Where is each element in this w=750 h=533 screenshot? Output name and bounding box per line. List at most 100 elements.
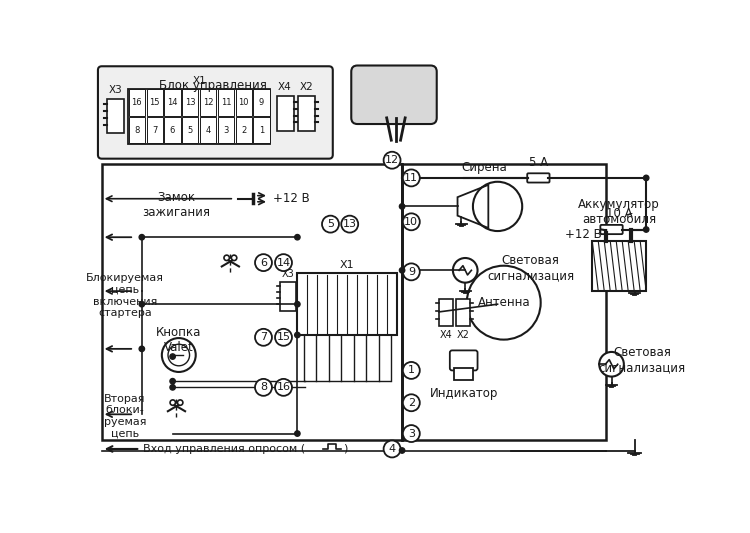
Bar <box>182 117 199 143</box>
Circle shape <box>255 329 272 346</box>
Circle shape <box>453 258 478 282</box>
Bar <box>236 117 252 143</box>
Text: +12 В: +12 В <box>565 229 602 241</box>
Circle shape <box>140 346 145 352</box>
Circle shape <box>403 394 420 411</box>
Circle shape <box>275 329 292 346</box>
Text: X1: X1 <box>192 76 206 86</box>
Text: 10: 10 <box>238 98 249 107</box>
FancyBboxPatch shape <box>351 66 436 124</box>
Circle shape <box>400 204 405 209</box>
Text: 5: 5 <box>188 126 193 135</box>
Bar <box>236 90 252 116</box>
Bar <box>164 90 181 116</box>
Text: X1: X1 <box>340 260 355 270</box>
Circle shape <box>140 235 145 240</box>
Bar <box>454 368 473 379</box>
Circle shape <box>403 362 420 379</box>
Text: 16: 16 <box>131 98 142 107</box>
Text: 11: 11 <box>220 98 231 107</box>
Text: 13: 13 <box>185 98 196 107</box>
Bar <box>129 90 145 116</box>
FancyBboxPatch shape <box>600 225 622 234</box>
FancyBboxPatch shape <box>98 66 333 159</box>
Text: 9: 9 <box>259 98 264 107</box>
Circle shape <box>644 227 649 232</box>
Text: 9: 9 <box>408 267 415 277</box>
Text: Блокируемая
цепь
включения
стартера: Блокируемая цепь включения стартера <box>86 273 164 318</box>
Text: Кнопка
Valet: Кнопка Valet <box>156 326 202 354</box>
Text: 6: 6 <box>260 257 267 268</box>
Text: 5: 5 <box>327 219 334 229</box>
Text: 2: 2 <box>241 126 246 135</box>
Text: 7: 7 <box>260 332 267 342</box>
Bar <box>280 282 296 311</box>
Text: 14: 14 <box>277 257 290 268</box>
Circle shape <box>140 302 145 307</box>
Text: 13: 13 <box>343 219 357 229</box>
Bar <box>277 96 293 131</box>
Bar <box>182 90 199 116</box>
Text: Световая
сигнализация: Световая сигнализация <box>487 254 574 282</box>
Text: Замок
зажигания: Замок зажигания <box>142 191 211 219</box>
Bar <box>200 117 216 143</box>
Text: Сирена: Сирена <box>461 161 507 174</box>
Text: 15: 15 <box>277 332 290 342</box>
Text: Антенна: Антенна <box>478 296 530 309</box>
Circle shape <box>295 332 300 338</box>
Bar <box>297 273 398 335</box>
Circle shape <box>162 338 196 372</box>
Circle shape <box>403 213 420 230</box>
Bar <box>254 90 270 116</box>
Circle shape <box>170 378 176 384</box>
Bar <box>146 90 163 116</box>
Circle shape <box>170 385 176 390</box>
Text: Блок управления: Блок управления <box>159 79 266 92</box>
Bar <box>217 90 234 116</box>
Text: 6: 6 <box>170 126 176 135</box>
Text: 15: 15 <box>149 98 160 107</box>
Text: 10 А: 10 А <box>606 207 632 220</box>
Circle shape <box>275 254 292 271</box>
Bar <box>456 299 470 326</box>
Circle shape <box>295 302 300 307</box>
FancyBboxPatch shape <box>450 350 478 370</box>
Circle shape <box>403 169 420 187</box>
Text: Вход управления опросом (: Вход управления опросом ( <box>143 444 305 454</box>
Text: Световая
сигнализация: Световая сигнализация <box>598 346 686 374</box>
Bar <box>254 117 270 143</box>
Circle shape <box>255 254 272 271</box>
Text: 14: 14 <box>167 98 178 107</box>
Text: X2: X2 <box>300 83 313 92</box>
Circle shape <box>275 379 292 396</box>
Circle shape <box>400 268 405 273</box>
Circle shape <box>255 379 272 396</box>
Text: X2: X2 <box>457 329 470 340</box>
Bar <box>217 117 234 143</box>
FancyBboxPatch shape <box>527 173 550 182</box>
Bar <box>164 117 181 143</box>
Text: 4: 4 <box>206 126 211 135</box>
Bar <box>129 117 145 143</box>
Text: 10: 10 <box>404 217 418 227</box>
Text: 8: 8 <box>260 382 267 392</box>
Text: 12: 12 <box>202 98 213 107</box>
Circle shape <box>383 152 400 168</box>
Circle shape <box>599 352 624 377</box>
Circle shape <box>400 448 405 453</box>
Circle shape <box>295 431 300 436</box>
Text: 4: 4 <box>388 444 396 454</box>
Text: X4: X4 <box>278 83 292 92</box>
Text: 3: 3 <box>408 429 415 439</box>
Bar <box>439 299 453 326</box>
Circle shape <box>644 175 649 181</box>
Text: +12 В: +12 В <box>273 192 310 205</box>
Text: Аккумулятор
автомобиля: Аккумулятор автомобиля <box>578 198 660 225</box>
Bar <box>102 164 402 440</box>
Circle shape <box>341 216 358 232</box>
Circle shape <box>383 440 400 457</box>
Circle shape <box>170 354 176 359</box>
Bar <box>128 88 271 144</box>
Bar <box>592 241 646 291</box>
Bar <box>146 117 163 143</box>
